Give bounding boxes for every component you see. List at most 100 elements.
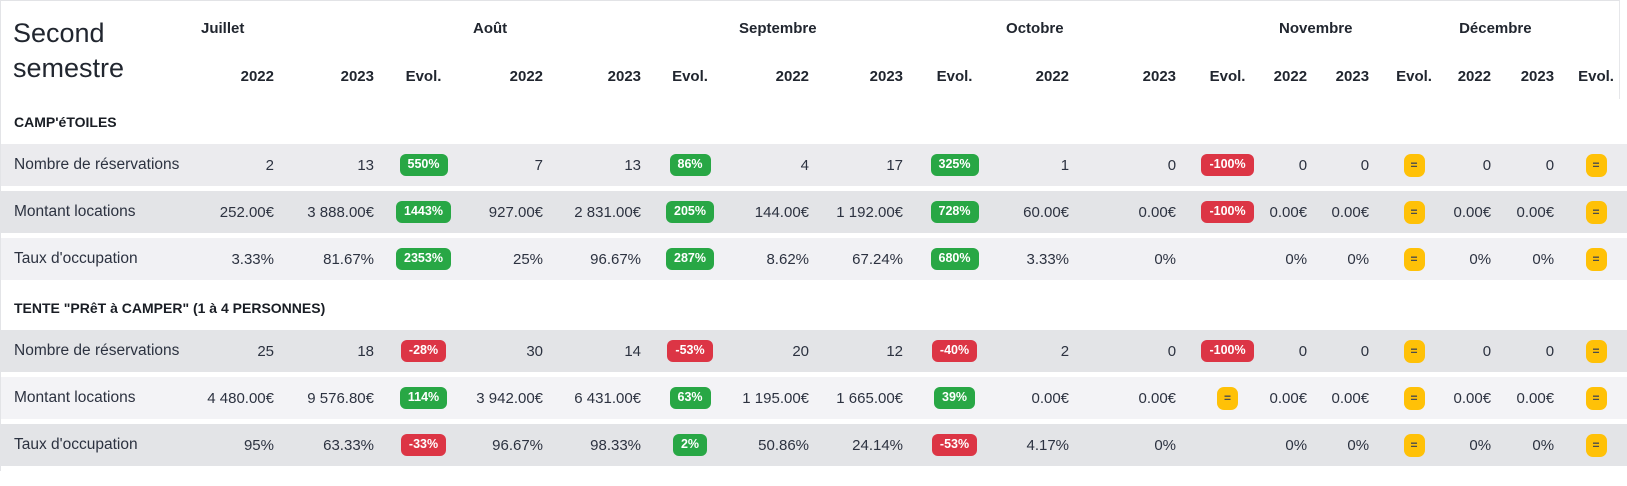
evol-cell: 1443% xyxy=(384,191,464,238)
year-header-2023: 2023 xyxy=(607,67,642,85)
year-header-2022: 2022 xyxy=(1035,67,1070,85)
evol-cell: 114% xyxy=(384,377,464,424)
evol-cell: = xyxy=(1564,144,1627,191)
row-label: Nombre de réservations xyxy=(1,144,191,191)
value-2023: 0.00€ xyxy=(1501,191,1565,238)
evol-cell: 680% xyxy=(913,238,997,285)
equal-badge: = xyxy=(1585,339,1607,363)
section-row: CAMP'éTOILES xyxy=(1,99,1627,144)
evolution-badge: 205% xyxy=(666,201,714,223)
occupancy-comparison-table: Second semestre Juillet Août Septembre O… xyxy=(1,3,1627,471)
evolution-badge: 287% xyxy=(666,248,714,270)
value-2023: 0 xyxy=(1501,330,1565,377)
value-2022: 4.17% xyxy=(996,424,1080,471)
value-2022: 3 942.00€ xyxy=(463,377,554,424)
evol-cell: = xyxy=(1379,238,1450,285)
evol-cell xyxy=(1186,424,1270,471)
evolution-badge: 63% xyxy=(669,387,711,409)
month-header-decembre: Décembre xyxy=(1459,19,1532,37)
value-2023: 13 xyxy=(553,144,652,191)
value-2022: 0% xyxy=(1269,238,1318,285)
evol-cell: -33% xyxy=(384,424,464,471)
evolution-badge: -53% xyxy=(931,434,978,456)
evol-cell: = xyxy=(1186,377,1270,424)
evol-cell: = xyxy=(1379,377,1450,424)
value-2022: 2 xyxy=(191,144,284,191)
value-2023: 14 xyxy=(553,330,652,377)
value-2023: 81.67% xyxy=(284,238,384,285)
evolution-badge: 1443% xyxy=(396,201,451,223)
value-2023: 0.00€ xyxy=(1317,377,1380,424)
evol-cell: = xyxy=(1379,144,1450,191)
row-label: Montant locations xyxy=(1,191,191,238)
value-2022: 4 xyxy=(729,144,820,191)
equal-badge: = xyxy=(1585,153,1607,177)
value-2022: 96.67% xyxy=(463,424,554,471)
value-2023: 0.00€ xyxy=(1317,191,1380,238)
evolution-badge: -40% xyxy=(931,340,978,362)
value-2022: 252.00€ xyxy=(191,191,284,238)
page-title: Second semestre xyxy=(13,17,125,83)
value-2023: 0% xyxy=(1501,424,1565,471)
value-2022: 0% xyxy=(1449,238,1502,285)
value-2022: 3.33% xyxy=(996,238,1080,285)
value-2022: 0 xyxy=(1269,330,1318,377)
table-row: Montant locations 252.00€ 3 888.00€ 1443% 92… xyxy=(1,191,1627,238)
table-row: Montant locations 4 480.00€ 9 576.80€ 114% 3… xyxy=(1,377,1627,424)
value-2023: 24.14% xyxy=(819,424,914,471)
value-2023: 0 xyxy=(1079,144,1187,191)
value-2022: 0.00€ xyxy=(996,377,1080,424)
evol-cell: = xyxy=(1564,191,1627,238)
value-2023: 12 xyxy=(819,330,914,377)
value-2022: 0% xyxy=(1269,424,1318,471)
section-header: TENTE "PRêT à CAMPER" (1 à 4 PERSONNES) xyxy=(1,285,1627,330)
value-2022: 0 xyxy=(1269,144,1318,191)
row-label: Taux d'occupation xyxy=(1,238,191,285)
value-2023: 0% xyxy=(1317,424,1380,471)
equal-badge: = xyxy=(1403,339,1425,363)
year-header-2022: 2022 xyxy=(509,67,544,85)
year-header-2022: 2022 xyxy=(240,67,274,85)
value-2022: 20 xyxy=(729,330,820,377)
row-label: Nombre de réservations xyxy=(1,330,191,377)
month-header-novembre: Novembre xyxy=(1279,19,1353,37)
evol-cell: -100% xyxy=(1186,144,1270,191)
equal-badge: = xyxy=(1403,200,1425,224)
value-2023: 0.00€ xyxy=(1501,377,1565,424)
year-header-2023: 2023 xyxy=(340,67,374,85)
value-2023: 6 431.00€ xyxy=(553,377,652,424)
value-2022: 0.00€ xyxy=(1449,191,1502,238)
evol-cell: -100% xyxy=(1186,191,1270,238)
evol-cell: 2353% xyxy=(384,238,464,285)
evol-cell: = xyxy=(1379,191,1450,238)
value-2022: 60.00€ xyxy=(996,191,1080,238)
value-2022: 7 xyxy=(463,144,554,191)
evol-header: Evol. xyxy=(1578,67,1614,85)
equal-badge: = xyxy=(1403,153,1425,177)
year-header-2023: 2023 xyxy=(1335,67,1370,85)
year-header-2023: 2023 xyxy=(869,67,904,85)
value-2023: 17 xyxy=(819,144,914,191)
evol-header: Evol. xyxy=(405,67,442,85)
evol-cell: = xyxy=(1379,330,1450,377)
table-row: Taux d'occupation 95% 63.33% -33% 96.67% 98.3… xyxy=(1,424,1627,471)
year-header-2022: 2022 xyxy=(1457,67,1492,85)
evolution-badge: 86% xyxy=(669,154,711,176)
evol-cell xyxy=(1186,238,1270,285)
value-2023: 0.00€ xyxy=(1079,191,1187,238)
evolution-badge: 325% xyxy=(930,154,979,176)
evol-cell: = xyxy=(1564,424,1627,471)
value-2022: 927.00€ xyxy=(463,191,554,238)
row-label: Montant locations xyxy=(1,377,191,424)
value-2022: 50.86% xyxy=(729,424,820,471)
evolution-badge: 2353% xyxy=(396,248,451,270)
evolution-badge: 114% xyxy=(399,387,448,409)
evol-cell: -53% xyxy=(913,424,997,471)
value-2022: 0 xyxy=(1449,144,1502,191)
value-2023: 96.67% xyxy=(553,238,652,285)
equal-badge: = xyxy=(1403,247,1425,271)
value-2023: 3 888.00€ xyxy=(284,191,384,238)
table-header: Second semestre Juillet Août Septembre O… xyxy=(1,3,1627,99)
equal-badge: = xyxy=(1585,247,1607,271)
evol-cell: = xyxy=(1564,238,1627,285)
